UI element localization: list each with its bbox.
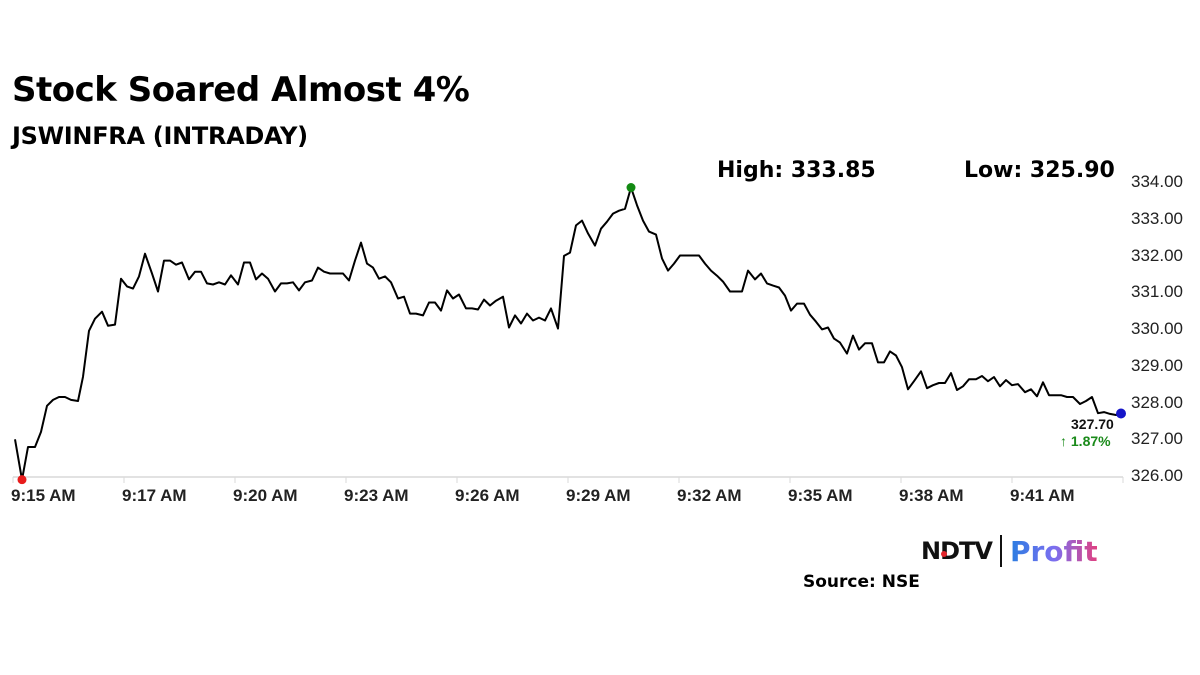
last-price-marker [1116, 408, 1126, 419]
y-tick-label: 328.00 [1131, 392, 1183, 412]
x-tick-label: 9:29 AM [566, 486, 631, 505]
x-tick-label: 9:41 AM [1010, 486, 1075, 505]
y-tick-label: 331.00 [1131, 282, 1183, 302]
source-label: Source: NSE [803, 572, 920, 592]
x-tick-label: 9:20 AM [233, 486, 298, 505]
logo-separator [999, 535, 1002, 567]
y-tick-label: 332.00 [1131, 245, 1183, 265]
logo-profit: Profit [1009, 534, 1098, 568]
last-change-label: ↑ 1.87% [1060, 433, 1111, 449]
x-tick-label: 9:17 AM [122, 486, 187, 505]
x-tick-label: 9:26 AM [455, 486, 520, 505]
chart-subtitle: JSWINFRA (INTRADAY) [12, 122, 308, 150]
x-tick-label: 9:32 AM [677, 486, 742, 505]
y-tick-label: 333.00 [1131, 208, 1183, 228]
logo-ndtv: NDTV [921, 537, 993, 565]
y-tick-label: 330.00 [1131, 319, 1183, 338]
logo-red-dot-icon [941, 551, 947, 557]
y-tick-label: 334.00 [1131, 172, 1183, 191]
x-tick-label: 9:23 AM [344, 486, 409, 505]
high-marker [626, 183, 636, 193]
ndtv-profit-logo: NDTV Profit [921, 533, 1098, 569]
low-label: Low: 325.90 [964, 158, 1115, 183]
x-tick-label: 9:15 AM [11, 486, 76, 505]
chart-title: Stock Soared Almost 4% [12, 70, 470, 110]
y-tick-label: 329.00 [1131, 355, 1183, 375]
x-tick-label: 9:38 AM [899, 486, 964, 505]
price-line [14, 186, 1122, 481]
y-tick-label: 326.00 [1131, 466, 1183, 485]
y-tick-label: 327.00 [1131, 429, 1183, 449]
high-label: High: 333.85 [717, 158, 876, 183]
low-marker [17, 475, 27, 485]
x-axis-ticks [12, 477, 1124, 483]
x-tick-label: 9:35 AM [788, 486, 853, 505]
last-price-label: 327.70 [1071, 416, 1114, 432]
